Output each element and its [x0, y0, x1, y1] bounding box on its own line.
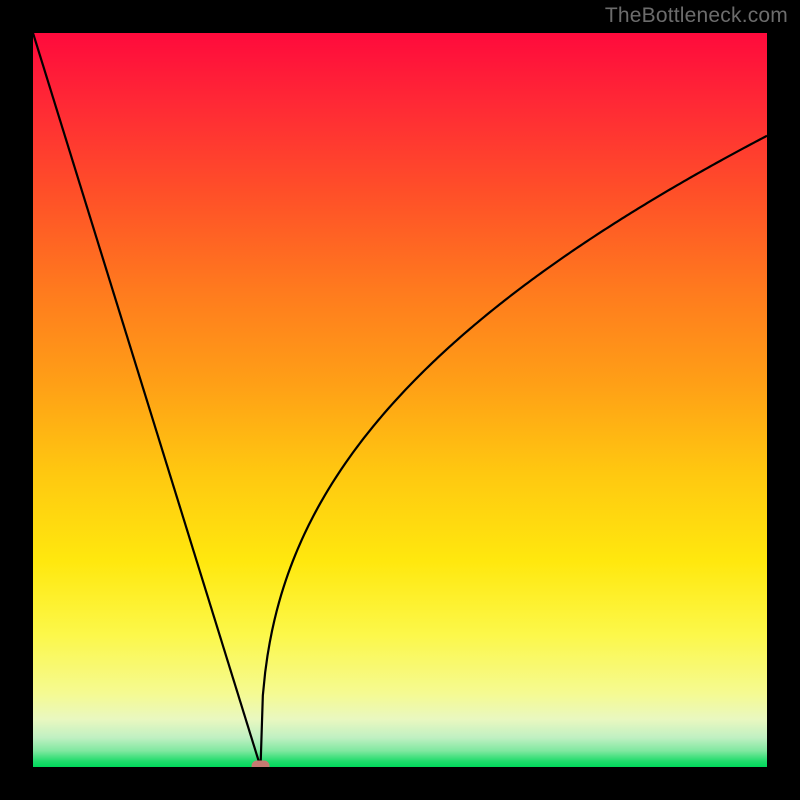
- watermark-text: TheBottleneck.com: [605, 4, 788, 28]
- gradient-background: [33, 33, 767, 767]
- bottleneck-chart: [0, 0, 800, 800]
